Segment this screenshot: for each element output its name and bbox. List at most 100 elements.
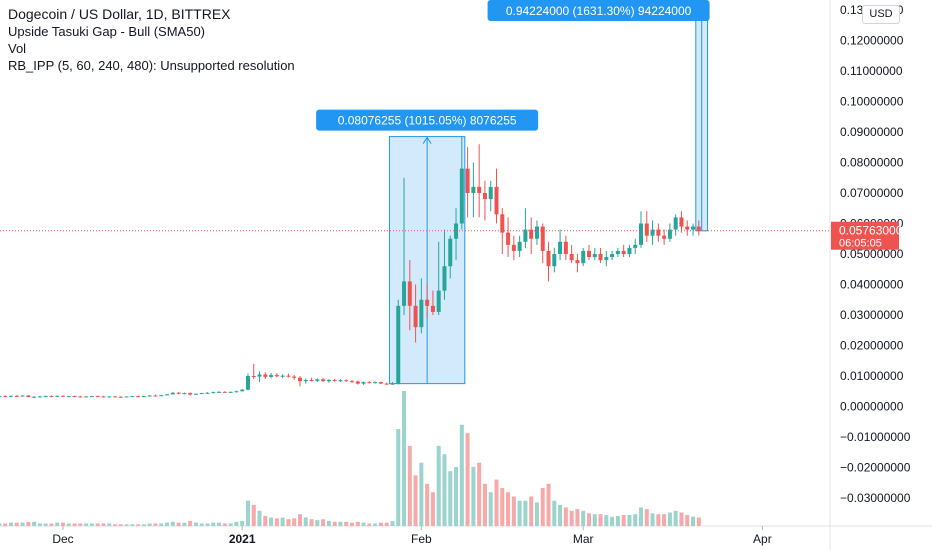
candle-body <box>436 290 441 312</box>
candle-body <box>534 226 539 239</box>
volume-bar <box>55 522 60 526</box>
volume-bar <box>193 522 198 526</box>
volume-bar <box>165 522 170 526</box>
y-tick-label: 0.09000000 <box>840 125 904 139</box>
volume-bar <box>494 479 499 526</box>
volume-bar <box>0 523 2 526</box>
currency-button[interactable]: USD <box>862 5 900 24</box>
candle-body <box>459 168 464 224</box>
candle-body <box>95 396 100 398</box>
volume-bar <box>361 522 366 526</box>
volume-bar <box>61 522 65 526</box>
candle-body <box>101 396 106 398</box>
candle-body <box>0 396 2 398</box>
volume-bar <box>315 520 320 526</box>
candle-body <box>107 396 112 398</box>
volume-bar <box>667 512 672 526</box>
candle-body <box>355 381 360 384</box>
volume-bar <box>419 462 424 526</box>
volume-bar <box>234 521 239 526</box>
volume-bar <box>390 520 395 526</box>
candle-body <box>558 241 563 254</box>
candle-body <box>211 392 216 394</box>
last-price-label: 0.05763000 <box>839 224 903 238</box>
candle-body <box>84 396 89 398</box>
volume-bar <box>263 515 268 526</box>
volume-bar <box>575 509 580 526</box>
volume-bar <box>454 466 459 526</box>
volume-bar <box>78 523 83 526</box>
volume-bar <box>581 510 586 526</box>
volume-bar <box>691 516 696 526</box>
symbol-title[interactable]: Dogecoin / US Dollar, 1D, BITTREX <box>8 6 231 22</box>
candle-body <box>586 250 591 258</box>
candle-body <box>303 379 308 382</box>
volume-bar <box>113 524 118 526</box>
candle-body <box>269 375 274 377</box>
volume-bar <box>72 523 77 526</box>
candle-body <box>20 395 25 397</box>
volume-bar <box>251 504 256 526</box>
candle-body <box>257 374 262 377</box>
range-label-bg <box>316 109 539 131</box>
volume-bar <box>436 445 441 526</box>
candle-body <box>378 382 383 384</box>
volume-bar <box>373 523 378 526</box>
volume-bar <box>407 445 412 526</box>
candle-body <box>332 379 337 381</box>
candle-body <box>321 379 326 382</box>
volume-bar <box>188 520 193 526</box>
y-tick-label: 0.01000000 <box>840 369 904 383</box>
y-tick-label: 0.08000000 <box>840 156 904 170</box>
y-tick-label: 0.03000000 <box>840 308 904 322</box>
volume-bar <box>89 523 94 526</box>
candle-body <box>37 396 42 398</box>
volume-bar <box>534 502 539 526</box>
volume-bar <box>355 521 360 526</box>
candle-body <box>55 395 60 397</box>
volume-bar <box>465 433 470 526</box>
volume-bar <box>147 523 152 526</box>
y-tick-label: 0.12000000 <box>840 34 904 48</box>
volume-bar <box>14 522 19 526</box>
volume-bar <box>396 428 401 526</box>
candle-body <box>569 254 574 261</box>
volume-bar <box>644 509 649 526</box>
volume-bar <box>321 519 326 526</box>
candle-body <box>419 299 424 328</box>
indicator-volume[interactable]: Vol <box>8 41 27 56</box>
candle-body <box>563 241 568 254</box>
candle-body <box>234 391 239 393</box>
volume-bar <box>488 492 493 526</box>
volume-bar <box>523 500 528 526</box>
candle-body <box>205 392 210 394</box>
y-tick-label: −0.03000000 <box>840 491 911 505</box>
indicator-tasuki-gap[interactable]: Upside Tasuki Gap - Bull (SMA50) <box>8 24 206 39</box>
candle-body <box>165 394 170 396</box>
candle-body <box>540 226 545 251</box>
candle-body <box>610 254 615 258</box>
volume-bar <box>633 514 638 526</box>
volume-bar <box>182 522 187 526</box>
candle-body <box>361 382 366 384</box>
candle-body <box>407 281 412 306</box>
volume-bar <box>500 488 505 526</box>
candle-body <box>118 396 123 398</box>
indicator-rb-ipp[interactable]: RB_IPP (5, 60, 240, 480): Unsupported re… <box>8 58 295 73</box>
candle-body <box>245 376 250 390</box>
range-label-bg <box>487 0 710 21</box>
volume-bar <box>448 471 453 526</box>
volume-bar <box>95 523 100 526</box>
volume-bar <box>170 521 175 526</box>
volume-bar <box>20 522 25 526</box>
candle-body <box>575 260 580 264</box>
candle-body <box>280 375 285 377</box>
candle-body <box>644 223 649 236</box>
candle-body <box>662 235 667 239</box>
candle-body <box>691 226 696 230</box>
volume-bar <box>49 523 54 526</box>
volume-bar <box>326 520 331 526</box>
candle-body <box>598 254 603 261</box>
range-label: 0.94224000 (1631.30%) 94224000 <box>506 4 692 18</box>
